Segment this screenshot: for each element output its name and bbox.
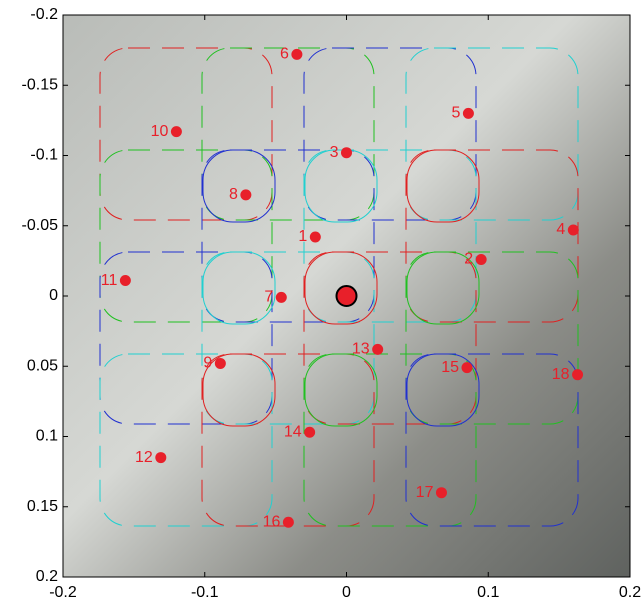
point (283, 517, 294, 528)
point (310, 231, 321, 242)
point-label: 6 (280, 46, 289, 63)
y-tick-label: 0.15 (27, 498, 58, 515)
point (476, 254, 487, 265)
point (341, 147, 352, 158)
y-tick-label: 0.05 (27, 357, 58, 374)
x-tick-label: 0.1 (477, 584, 499, 601)
y-tick-label: 0.2 (36, 568, 58, 585)
center-point (337, 286, 357, 306)
point-label: 9 (203, 355, 212, 372)
y-tick-label: -0.1 (30, 147, 58, 164)
point-label: 15 (441, 359, 459, 376)
point-label: 11 (101, 272, 118, 289)
point-label: 4 (556, 221, 565, 238)
point (291, 49, 302, 60)
point-label: 3 (330, 144, 339, 161)
point (463, 108, 474, 119)
point (304, 427, 315, 438)
point (276, 292, 287, 303)
point (215, 358, 226, 369)
point (461, 362, 472, 373)
y-tick-label: -0.15 (22, 76, 59, 93)
point-label: 18 (552, 366, 570, 383)
point-label: 7 (264, 289, 273, 306)
point-label: 13 (352, 341, 370, 358)
chart: -0.2-0.100.10.2-0.2-0.15-0.1-0.0500.050.… (0, 0, 643, 608)
x-tick-label: 0.2 (619, 584, 641, 601)
y-tick-label: 0.1 (36, 428, 58, 445)
point-label: 17 (416, 484, 434, 501)
point (240, 189, 251, 200)
point-label: 14 (284, 424, 302, 441)
point-label: 8 (229, 186, 238, 203)
x-tick-label: -0.2 (49, 584, 77, 601)
point (372, 344, 383, 355)
point (572, 369, 583, 380)
y-tick-label: -0.05 (22, 217, 59, 234)
y-tick-label: -0.2 (30, 6, 58, 23)
y-tick-label: 0 (49, 287, 58, 304)
point-label: 5 (451, 105, 460, 122)
x-tick-label: 0 (342, 584, 351, 601)
point (171, 126, 182, 137)
point-label: 2 (464, 251, 473, 268)
point (120, 275, 131, 286)
point-label: 12 (135, 449, 153, 466)
point (436, 487, 447, 498)
point-label: 10 (151, 123, 169, 140)
point-label: 16 (263, 513, 281, 530)
point (568, 224, 579, 235)
point (155, 452, 166, 463)
point-label: 1 (298, 228, 307, 245)
x-tick-label: -0.1 (191, 584, 219, 601)
